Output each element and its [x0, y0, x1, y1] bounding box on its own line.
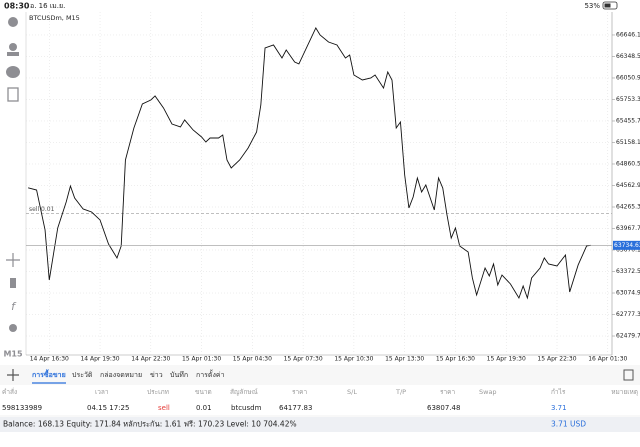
current-price-box	[613, 240, 640, 250]
table-cell[interactable]: 598133989	[2, 404, 42, 412]
y-tick-label: 62479.70	[616, 333, 640, 340]
y-tick-label: 65158.10	[616, 139, 640, 146]
sell-label: sell 0.01	[29, 206, 55, 213]
candle-icon[interactable]	[10, 278, 16, 288]
x-tick-label: 15 Apr 22:30	[537, 356, 576, 363]
battery-icon	[602, 1, 618, 10]
summary-profit: 3.71	[551, 420, 568, 429]
indicator-icon[interactable]: f	[11, 300, 17, 313]
x-tick-label: 14 Apr 22:30	[131, 356, 170, 363]
sidebar: f M15	[3, 17, 23, 359]
table-header: เวลา	[95, 388, 109, 396]
table-header: S/L	[347, 388, 357, 396]
tab[interactable]: กล่องจดหมาย	[100, 371, 142, 379]
table-header: ราคา	[292, 388, 307, 396]
objects-icon[interactable]	[9, 324, 17, 332]
x-tick-label: 15 Apr 13:30	[385, 356, 424, 363]
y-tick-label: 65455.70	[616, 117, 640, 124]
table-header: คำสั่ง	[2, 387, 17, 396]
tab[interactable]: ข่าว	[150, 371, 163, 379]
table-cell[interactable]: 64177.83	[279, 404, 312, 412]
table-cell[interactable]: 04.15 17:25	[87, 404, 129, 412]
y-tick-label: 63670.10	[616, 247, 640, 254]
table-header: สัญลักษณ์	[230, 388, 258, 396]
table-cell[interactable]: sell	[158, 404, 170, 412]
y-tick-label: 62777.30	[616, 311, 640, 318]
y-tick-label: 64562.90	[616, 182, 640, 189]
status-date: อ. 16 เม.ย.	[30, 2, 65, 10]
table-header: T/P	[395, 388, 406, 396]
x-tick-label: 15 Apr 01:30	[182, 356, 221, 363]
price-icon[interactable]	[8, 17, 18, 27]
price-line	[28, 27, 591, 300]
battery-level	[604, 3, 611, 8]
battery-text: 53%	[584, 2, 600, 10]
x-tick-label: 14 Apr 19:30	[80, 356, 119, 363]
tab[interactable]: การตั้งค่า	[196, 368, 225, 379]
table-cell[interactable]: 0.01	[196, 404, 212, 412]
trade-icon[interactable]	[9, 43, 17, 51]
summary-currency: USD	[570, 420, 586, 429]
status-time: 08:30	[4, 2, 30, 11]
menu-icon[interactable]	[623, 369, 634, 381]
y-tick-label: 66050.90	[616, 74, 640, 81]
x-tick-label: 15 Apr 04:30	[233, 356, 272, 363]
table-header: หมายเหตุ	[611, 388, 638, 396]
toolbar	[0, 365, 640, 385]
x-tick-label: 15 Apr 19:30	[487, 356, 526, 363]
y-tick-label: 65753.30	[616, 96, 640, 103]
doc-icon[interactable]	[7, 87, 19, 102]
tab[interactable]: บันทึก	[170, 370, 188, 379]
table-header: ประเภท	[147, 388, 169, 396]
y-tick-label: 66348.50	[616, 53, 640, 60]
current-price-label: 63734.63	[614, 242, 640, 249]
y-tick-label: 66646.10	[616, 31, 640, 38]
crosshair-icon[interactable]	[6, 253, 20, 267]
table-header: ราคา	[440, 388, 455, 396]
y-tick-label: 63967.70	[616, 225, 640, 232]
y-tick-label: 63372.50	[616, 268, 640, 275]
balance-text: Balance: 168.13 Equity: 171.84 หลักประกั…	[3, 420, 297, 429]
tab[interactable]: ประวัติ	[72, 371, 93, 379]
summary-bar	[0, 417, 640, 432]
y-tick-label: 63074.90	[616, 290, 640, 297]
y-tick-label: 64265.30	[616, 203, 640, 210]
x-tick-label: 15 Apr 16:30	[436, 356, 475, 363]
chart-title: BTCUSDm, M15	[29, 14, 80, 22]
x-tick-label: 14 Apr 16:30	[30, 356, 69, 363]
chat-icon[interactable]	[6, 66, 20, 78]
table-header: Swap	[479, 388, 497, 396]
table-cell[interactable]: 3.71	[551, 404, 567, 412]
tab[interactable]: การซื้อขาย	[32, 368, 66, 379]
x-tick-label: 15 Apr 07:30	[284, 356, 323, 363]
table-cell[interactable]: btcusdm	[231, 404, 262, 412]
timeframe[interactable]: M15	[3, 350, 23, 359]
add-icon[interactable]	[7, 369, 19, 381]
table-header: ขนาด	[195, 388, 212, 396]
plot: 66646.10 66348.50 66050.90 65753.30 65455.70…	[26, 12, 640, 363]
table-cell[interactable]: 63807.48	[427, 404, 460, 412]
x-tick-label: 15 Apr 10:30	[334, 356, 373, 363]
x-tick-label: 16 Apr 01:30	[588, 356, 627, 363]
table-header: กำไร	[551, 388, 566, 396]
trade-icon-base	[7, 52, 19, 56]
y-tick-label: 64860.50	[616, 160, 640, 167]
